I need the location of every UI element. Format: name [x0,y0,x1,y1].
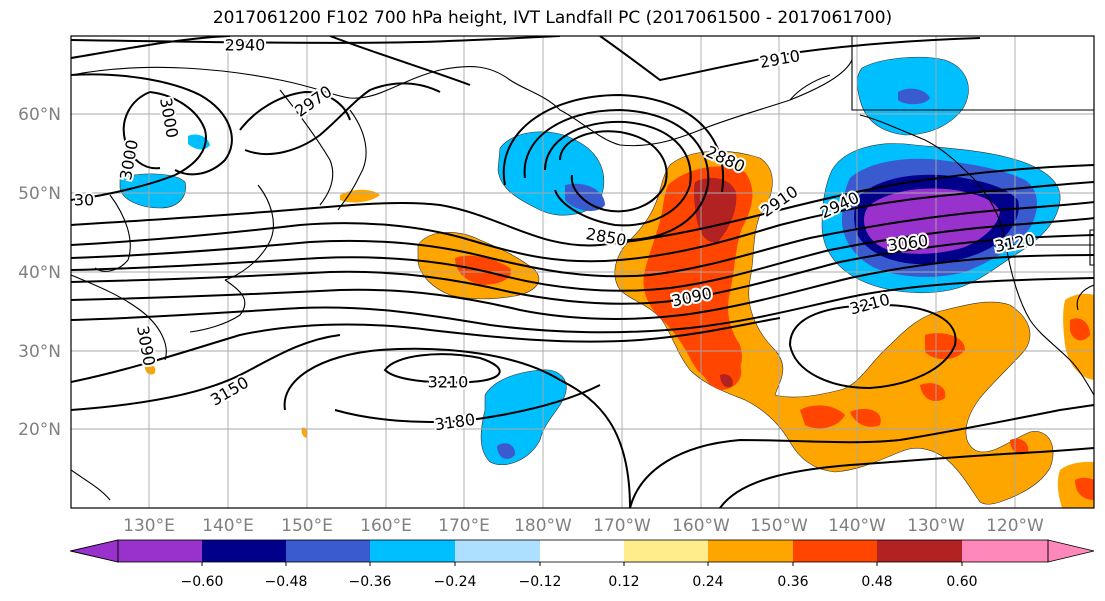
contour-label: 3180 [433,410,476,434]
colorbar-tick-labels: −0.60 −0.48 −0.36 −0.24 −0.12 0.12 0.24 0.36 0.4… [181,562,978,590]
longitude-tick-label: 150°W [750,516,808,536]
colorbar-tick-label: −0.36 [349,574,392,590]
longitude-tick-label: 130°W [907,516,965,536]
longitude-tick-label: 140°W [828,516,886,536]
height-contours [71,36,1094,508]
colorbar-segment [962,540,1048,562]
longitude-tick-label: 160°E [360,516,412,536]
longitude-tick-label: 140°E [202,516,254,536]
colorbar-segment [877,540,962,562]
longitude-tick-label: 130°E [123,516,175,536]
latitude-tick-label: 60°N [18,105,61,125]
longitude-tick-label: 120°W [986,516,1044,536]
longitude-tick-label: 160°W [672,516,730,536]
colorbar-extend-low-outline [70,539,119,563]
contour-label: 2940 [225,36,266,55]
latitude-tick-label: 20°N [18,420,61,440]
colorbar-tick-label: −0.12 [519,574,562,590]
coastlines [71,36,1094,501]
colorbar-tick-label: −0.24 [434,574,477,590]
colorbar-tick-label: −0.60 [181,574,224,590]
colorbar-tick-label: 0.48 [861,574,892,590]
colorbar-tick-label: −0.48 [265,574,308,590]
colorbar-segment [370,540,455,562]
colorbar [69,539,1095,563]
latitude-tick-label: 40°N [18,263,61,283]
colorbar-tick-label: 0.12 [608,574,639,590]
colorbar-segment [286,540,370,562]
colorbar-frame [117,539,1049,563]
longitude-tick-label: 180°W [514,516,572,536]
latitude-labels: 60°N 50°N 40°N 30°N 20°N [18,105,61,440]
longitude-tick-label: 170°E [438,516,490,536]
latitude-tick-label: 50°N [18,184,61,204]
longitude-tick-label: 170°W [593,516,651,536]
colorbar-tick-label: 0.36 [777,574,808,590]
colorbar-tick-label: 0.24 [692,574,723,590]
latitude-tick-label: 30°N [18,342,61,362]
colorbar-segment [793,540,877,562]
colorbar-segment [202,540,286,562]
colorbar-segment [624,540,708,562]
colorbar-tick-label: 0.60 [946,574,977,590]
map-frame [70,35,1095,509]
longitude-tick-label: 150°E [281,516,333,536]
map-title: 2017061200 F102 700 hPa height, IVT Land… [212,8,893,28]
longitude-labels: 130°E 140°E 150°E 160°E 170°E 180°W 170°W 160°W… [123,516,1044,536]
contour-label: 3210 [428,373,469,392]
colorbar-segment [118,540,202,562]
colorbar-segment [540,540,624,562]
contour-label: 30 [74,191,94,210]
colorbar-extend-high [1047,539,1095,563]
colorbar-segment [708,540,793,562]
colorbar-segment [455,540,540,562]
